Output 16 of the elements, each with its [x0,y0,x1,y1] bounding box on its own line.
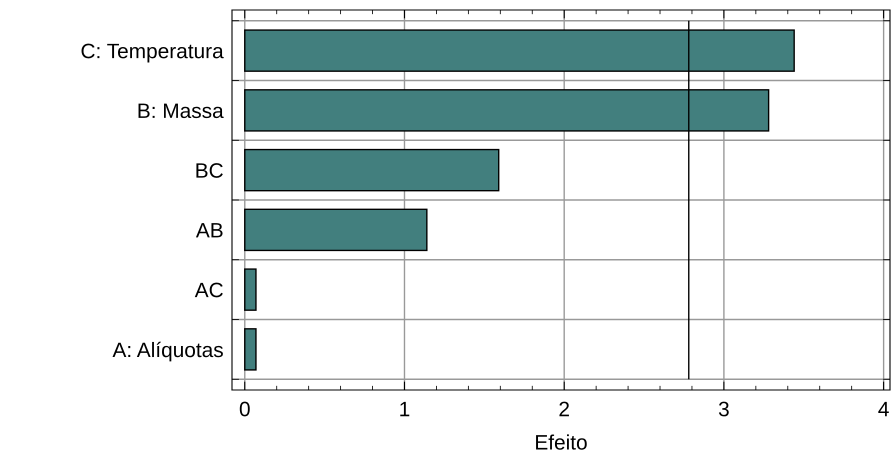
y-tick-label: C: Temperatura [82,44,224,62]
y-tick-label: AB [196,223,223,238]
bar [244,208,428,252]
y-tick-label: BC [196,163,223,178]
y-tick-label: AC [194,282,223,298]
x-tick-label: 3 [718,402,729,416]
x-tick-label: 0 [240,402,250,416]
x-tick-label: 2 [559,402,569,416]
y-tick-label: A: Alíquotas [112,342,223,362]
y-tick-label: B: Massa [138,104,224,118]
x-tick-label: 4 [878,402,889,416]
bar [244,328,257,371]
x-axis-title: Efeito [536,434,587,450]
bar [244,148,500,192]
x-tick-label: 1 [400,402,410,416]
bar [244,268,257,311]
